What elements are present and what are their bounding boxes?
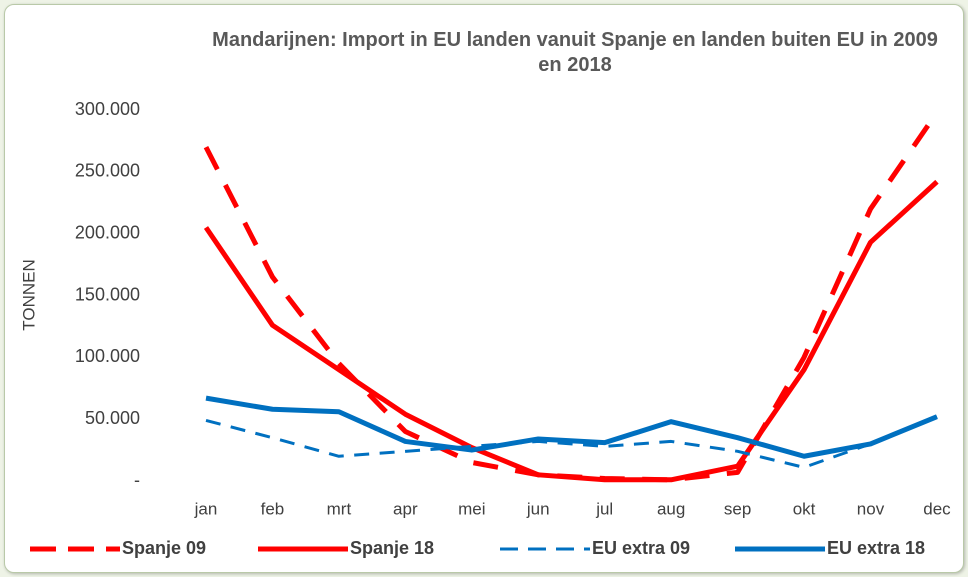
x-tick-label: jun: [526, 499, 550, 518]
y-tick-label: -: [134, 470, 140, 490]
chart-title: Mandarijnen: Import in EU landen vanuit …: [212, 29, 938, 76]
legend-label: Spanje 18: [350, 538, 434, 558]
x-tick-label: mei: [458, 499, 485, 518]
y-axis-label: TONNEN: [19, 259, 38, 330]
y-tick-label: 250.000: [75, 161, 140, 181]
x-tick-label: mrt: [327, 499, 352, 518]
x-tick-label: aug: [657, 499, 685, 518]
series-line: [203, 111, 940, 483]
x-tick-label: dec: [923, 499, 951, 518]
y-tick-label: 150.000: [75, 284, 140, 304]
chart-panel: [4, 4, 964, 573]
x-tick-label: apr: [393, 499, 418, 518]
y-tick-label: 50.000: [85, 408, 140, 428]
x-tick-label: nov: [857, 499, 885, 518]
y-tick-label: 300.000: [75, 99, 140, 119]
legend-label: Spanje 09: [122, 538, 206, 558]
x-tick-label: okt: [793, 499, 816, 518]
series-line: [203, 179, 939, 483]
x-tick-label: jan: [194, 499, 218, 518]
legend-label: EU extra 09: [592, 538, 690, 558]
y-tick-label: 100.000: [75, 346, 140, 366]
series-line: [205, 395, 938, 459]
legend-label: EU extra 18: [827, 538, 925, 558]
series-line: [205, 415, 938, 469]
x-tick-label: jul: [595, 499, 613, 518]
y-tick-label: 200.000: [75, 222, 140, 242]
x-tick-label: feb: [261, 499, 285, 518]
x-tick-label: sep: [724, 499, 751, 518]
